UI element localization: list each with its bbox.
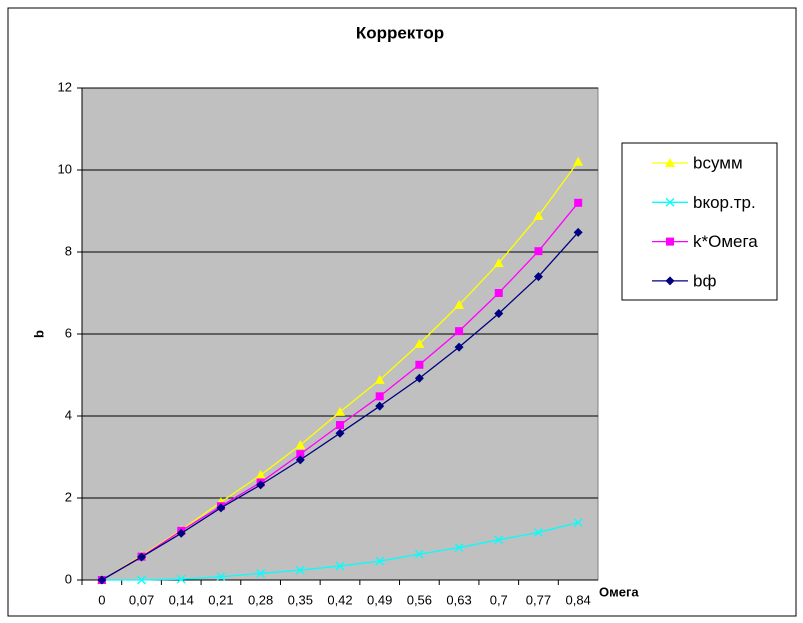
- data-point: [295, 565, 305, 575]
- y-tick-label: 10: [58, 161, 72, 176]
- legend-marker: [665, 158, 675, 167]
- data-point: [375, 401, 385, 411]
- x-tick-label: 0: [98, 592, 105, 607]
- data-point: [137, 552, 147, 562]
- legend-marker: [666, 237, 674, 246]
- x-axis-label: Омега: [599, 584, 639, 599]
- x-tick-label: 0,35: [288, 592, 313, 607]
- data-point: [533, 272, 543, 282]
- data-point: [415, 360, 424, 369]
- data-point: [573, 518, 583, 528]
- x-tick-label: 0,28: [248, 592, 273, 607]
- x-tick-label: 0,42: [327, 592, 352, 607]
- y-tick-label: 12: [58, 79, 72, 94]
- data-point: [256, 480, 266, 490]
- legend-label: bсумм: [693, 153, 743, 172]
- x-tick-label: 0,21: [208, 592, 233, 607]
- data-point: [375, 392, 384, 401]
- data-point: [493, 258, 504, 268]
- data-point: [454, 342, 464, 352]
- data-point: [137, 575, 146, 585]
- x-tick-label: 0,7: [490, 592, 508, 607]
- data-point: [573, 156, 584, 166]
- data-point: [176, 574, 186, 584]
- y-tick-label: 8: [65, 243, 72, 258]
- data-point: [256, 568, 266, 578]
- legend-label: bкор.тр.: [693, 193, 756, 212]
- legend-marker: [665, 197, 675, 207]
- x-tick-label: 0,77: [526, 592, 551, 607]
- legend-box: [621, 142, 778, 301]
- data-point: [374, 374, 385, 384]
- y-tick-label: 0: [65, 571, 72, 586]
- legend-label: bф: [693, 271, 716, 290]
- x-tick-label: 0,56: [407, 592, 432, 607]
- data-point: [534, 247, 543, 256]
- data-point: [295, 455, 305, 465]
- data-point: [414, 338, 425, 348]
- data-point: [216, 572, 226, 582]
- x-tick-label: 0,14: [169, 592, 194, 607]
- legend-marker: [665, 276, 675, 286]
- data-point: [494, 535, 504, 545]
- chart-title: Корректор: [356, 23, 444, 42]
- data-point: [454, 543, 464, 553]
- y-tick-label: 6: [65, 325, 72, 340]
- data-point: [336, 421, 344, 430]
- data-point: [455, 327, 464, 336]
- data-point: [533, 210, 544, 220]
- data-point: [216, 503, 226, 513]
- data-point: [97, 575, 107, 585]
- data-point: [255, 470, 266, 480]
- x-tick-label: 0,63: [446, 592, 471, 607]
- data-point: [494, 289, 503, 297]
- data-point: [454, 299, 465, 309]
- data-point: [295, 440, 306, 450]
- data-point: [335, 428, 345, 438]
- data-point: [176, 528, 186, 538]
- data-point: [574, 198, 583, 207]
- data-point: [414, 373, 424, 383]
- data-point: [296, 450, 305, 459]
- y-axis-label: b: [31, 330, 46, 338]
- x-tick-label: 0,49: [367, 592, 392, 607]
- y-tick-label: 4: [65, 407, 72, 422]
- y-tick-label: 2: [65, 489, 72, 504]
- legend-label: k*Омега: [693, 232, 758, 251]
- data-point: [375, 556, 385, 566]
- data-point: [414, 549, 424, 559]
- x-tick-label: 0,84: [565, 592, 590, 607]
- data-point: [534, 527, 543, 537]
- x-tick-label: 0,07: [129, 592, 154, 607]
- data-point: [573, 227, 583, 237]
- data-point: [335, 406, 345, 416]
- data-point: [335, 561, 345, 571]
- data-point: [494, 309, 504, 318]
